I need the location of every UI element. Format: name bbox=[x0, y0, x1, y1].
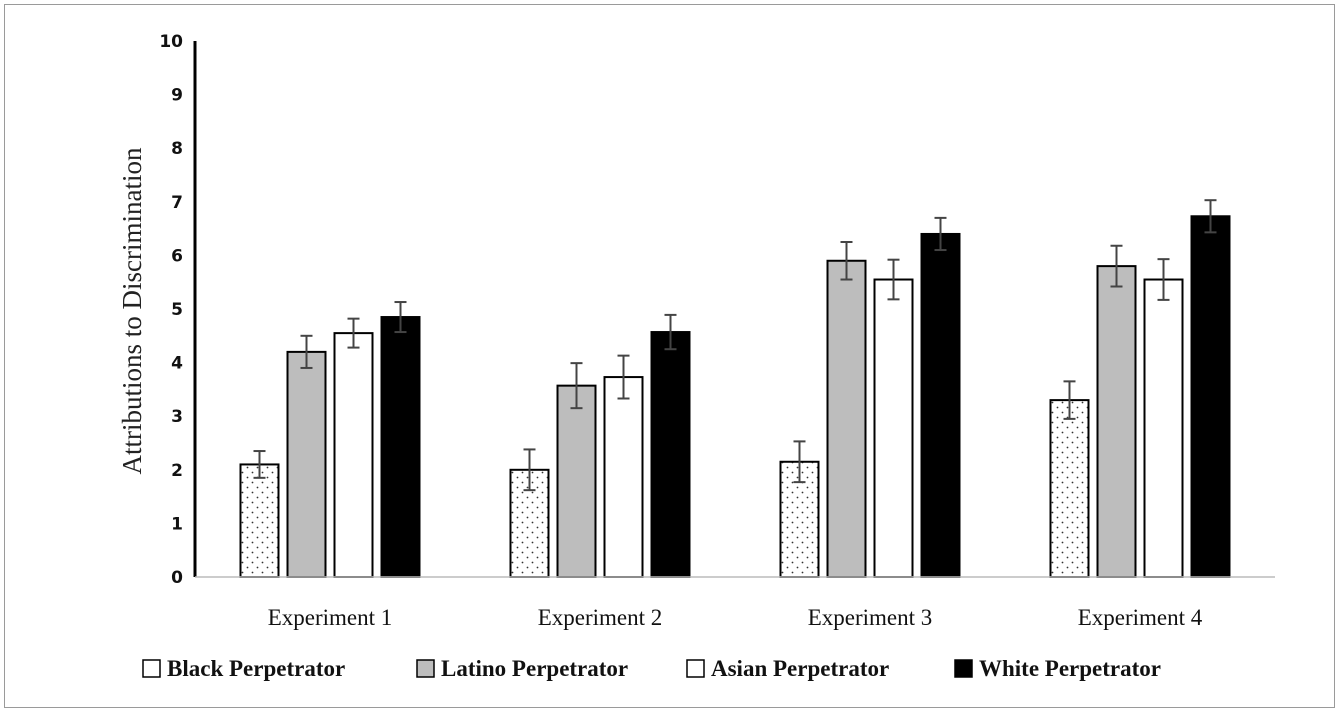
y-tick-label: 5 bbox=[171, 300, 183, 320]
legend: Black Perpetrator Latino Perpetrator Asian… bbox=[142, 656, 1161, 681]
legend-label: Asian Perpetrator bbox=[711, 656, 889, 681]
y-tick-label: 10 bbox=[159, 32, 183, 52]
bar bbox=[556, 384, 597, 579]
y-tick-label: 8 bbox=[171, 139, 183, 159]
legend-label: White Perpetrator bbox=[979, 656, 1161, 681]
legend-swatch bbox=[142, 659, 161, 678]
bar bbox=[873, 278, 914, 578]
y-tick-label: 2 bbox=[171, 461, 183, 481]
y-tick-label: 1 bbox=[171, 514, 183, 534]
x-category-labels: Experiment 1 Experiment 2 Experiment 3 Expe… bbox=[268, 605, 1203, 630]
bar-groups bbox=[239, 199, 1231, 579]
x-category-label: Experiment 4 bbox=[1078, 605, 1203, 630]
bar bbox=[333, 332, 374, 578]
y-tick-labels: 0 1 2 3 4 5 6 7 8 9 10 bbox=[159, 32, 183, 588]
bar bbox=[1049, 399, 1090, 578]
legend-swatch bbox=[416, 659, 435, 678]
bar bbox=[380, 316, 421, 578]
bar bbox=[286, 350, 327, 578]
y-tick-label: 3 bbox=[171, 407, 183, 427]
y-tick-label: 0 bbox=[171, 568, 183, 588]
bar bbox=[826, 259, 867, 578]
y-tick-label: 9 bbox=[171, 86, 183, 106]
y-tick-label: 4 bbox=[171, 354, 183, 374]
x-category-label: Experiment 3 bbox=[808, 605, 933, 630]
y-tick-label: 7 bbox=[171, 193, 183, 213]
x-category-label: Experiment 2 bbox=[538, 605, 663, 630]
legend-swatch bbox=[686, 659, 705, 678]
bar bbox=[1096, 265, 1137, 578]
x-category-label: Experiment 1 bbox=[268, 605, 393, 630]
chart-frame: 0 1 2 3 4 5 6 7 8 9 10 Experiment 1 Experiment 2 Exp… bbox=[4, 4, 1335, 708]
legend-label: Latino Perpetrator bbox=[441, 656, 628, 681]
bar bbox=[920, 232, 961, 579]
axes bbox=[193, 41, 1275, 578]
legend-label: Black Perpetrator bbox=[167, 656, 345, 681]
bar bbox=[1190, 215, 1231, 578]
y-axis-label: Attributions to Discrimination bbox=[117, 147, 147, 474]
bar bbox=[1143, 278, 1184, 578]
bar bbox=[650, 331, 691, 578]
bar bbox=[603, 376, 644, 578]
bar bbox=[239, 463, 280, 578]
y-tick-label: 6 bbox=[171, 246, 183, 266]
legend-swatch bbox=[954, 659, 973, 678]
